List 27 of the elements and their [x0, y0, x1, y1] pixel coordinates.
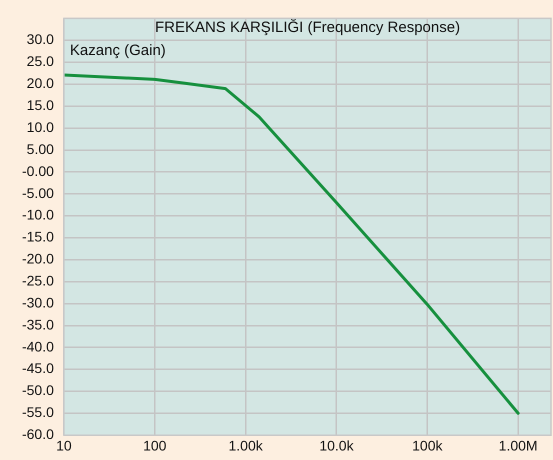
- y-tick-label: 10.0: [26, 118, 54, 135]
- y-tick-label: -60.0: [22, 426, 54, 442]
- y-tick-label: 15.0: [26, 97, 54, 114]
- x-tick-label: 1.00M: [498, 437, 538, 454]
- y-tick-label: -35.0: [22, 316, 54, 332]
- y-tick-label: -45.0: [22, 360, 54, 376]
- y-tick-label: 5.00: [26, 140, 54, 157]
- x-tick-label: 10: [56, 437, 72, 454]
- y-tick-label: -0.00: [22, 162, 54, 179]
- x-tick-label: 100k: [412, 437, 444, 454]
- y-tick-label: -25.0: [22, 272, 54, 288]
- x-tick-label: 100: [143, 437, 167, 454]
- y-tick-label: -15.0: [22, 228, 54, 245]
- y-tick-label: -10.0: [22, 206, 54, 223]
- y-tick-label: 30.0: [26, 31, 54, 48]
- y-tick-label: 20.0: [26, 75, 54, 92]
- chart-title: FREKANS KARŞILIĞI (Frequency Response): [154, 19, 460, 38]
- y-tick-label: 25.0: [26, 53, 54, 70]
- x-tick-label: 10.0k: [319, 437, 355, 454]
- y-tick-label: -20.0: [22, 250, 54, 267]
- y-tick-label: -30.0: [22, 294, 54, 310]
- y-tick-label: -50.0: [22, 382, 54, 398]
- y-tick-label: -5.00: [22, 184, 54, 201]
- y-axis-title: Kazanç (Gain): [70, 42, 166, 60]
- y-tick-label: -40.0: [22, 338, 54, 354]
- x-tick-label: 1.00k: [228, 437, 264, 454]
- y-tick-label: -55.0: [22, 404, 54, 420]
